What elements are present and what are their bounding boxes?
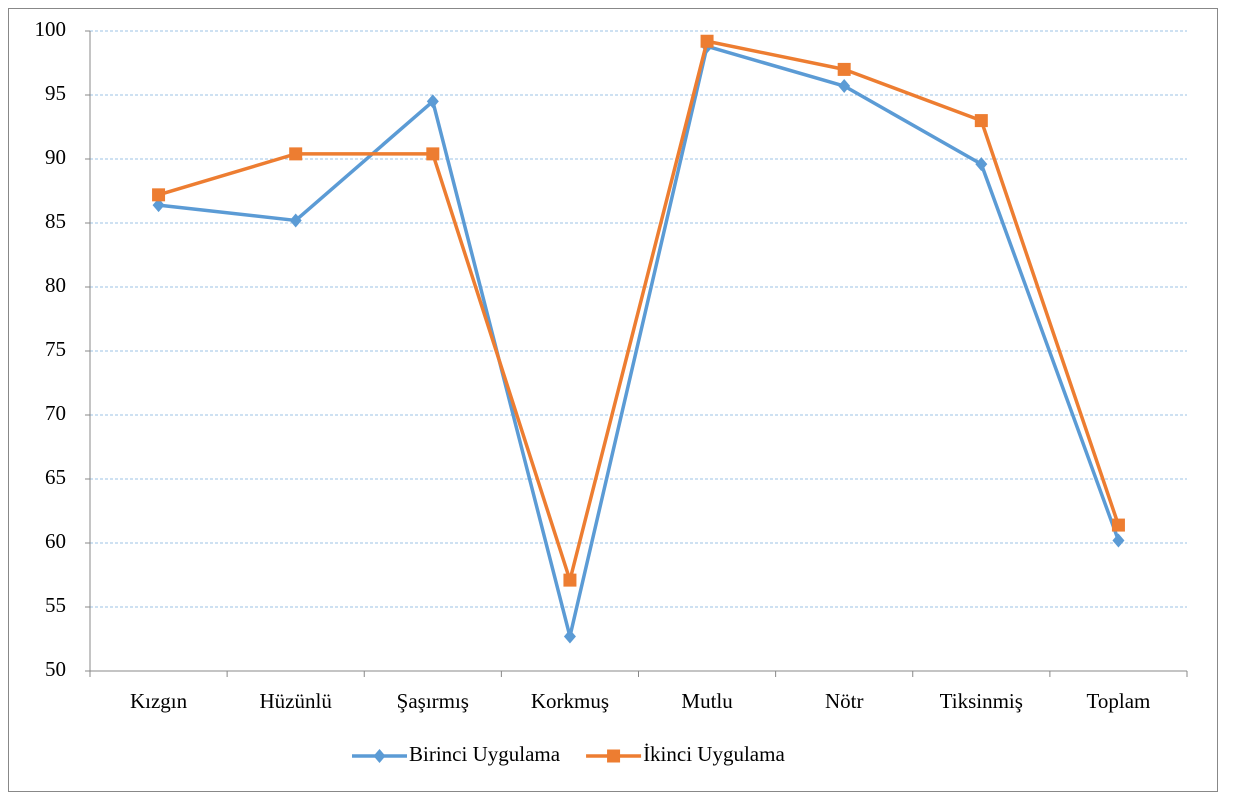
y-tick-label: 70 <box>45 401 66 425</box>
x-tick-label: Kızgın <box>130 689 188 713</box>
legend-label: İkinci Uygulama <box>643 742 785 766</box>
x-tick-label: Toplam <box>1087 689 1151 713</box>
data-point <box>700 34 714 48</box>
x-tick-label: Nötr <box>825 689 864 713</box>
x-tick-label: Mutlu <box>681 689 733 713</box>
y-tick-label: 95 <box>45 81 66 105</box>
series-line <box>158 39 1121 582</box>
data-point <box>837 62 851 76</box>
data-point <box>974 114 988 128</box>
x-tick-label: Tiksinmiş <box>940 689 1023 713</box>
legend-label: Birinci Uygulama <box>409 742 561 766</box>
data-point <box>289 213 302 228</box>
data-point <box>563 573 577 587</box>
series-line <box>158 44 1121 639</box>
data-point <box>426 94 439 109</box>
data-point <box>1111 518 1125 532</box>
y-tick-label: 75 <box>45 337 66 361</box>
x-tick-label: Korkmuş <box>531 689 609 713</box>
y-tick-label: 55 <box>45 593 66 617</box>
legend-marker <box>373 749 386 763</box>
x-tick-label: Şaşırmış <box>397 689 469 713</box>
y-tick-label: 60 <box>45 529 66 553</box>
data-point <box>563 629 576 644</box>
data-point <box>152 188 166 202</box>
x-tick-label: Hüzünlü <box>260 689 333 713</box>
y-tick-label: 90 <box>45 145 66 169</box>
data-point <box>1112 533 1125 548</box>
data-point <box>426 147 440 161</box>
data-point <box>289 147 303 161</box>
chart-border <box>8 8 1218 792</box>
data-point <box>975 157 988 172</box>
y-tick-label: 65 <box>45 465 66 489</box>
y-tick-label: 50 <box>45 657 66 681</box>
y-tick-label: 85 <box>45 209 66 233</box>
y-tick-label: 100 <box>35 17 67 41</box>
legend-marker <box>607 749 621 763</box>
y-tick-label: 80 <box>45 273 66 297</box>
data-point <box>838 79 851 94</box>
data-point <box>152 198 165 213</box>
